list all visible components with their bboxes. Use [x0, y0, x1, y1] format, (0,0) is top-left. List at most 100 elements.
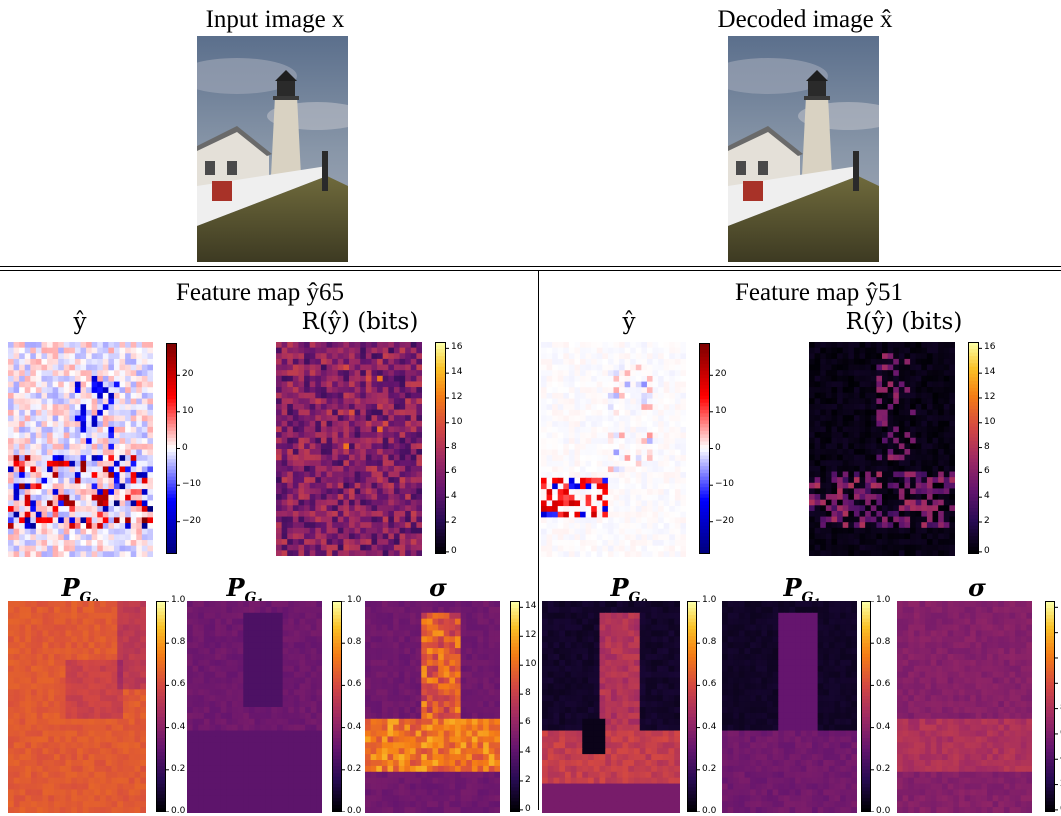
- heatmap-cell: [478, 666, 484, 672]
- heatmap-cell: [198, 695, 204, 701]
- heatmap-cell: [106, 766, 112, 772]
- heatmap-cell: [494, 731, 500, 737]
- heatmap-cell: [226, 707, 232, 713]
- heatmap-cell: [81, 399, 87, 405]
- heatmap-cell: [483, 801, 489, 807]
- heatmap-cell: [31, 672, 37, 678]
- heatmap-cell: [332, 466, 338, 472]
- heatmap-cell: [8, 795, 14, 801]
- colorbar-segment: [332, 685, 342, 689]
- heatmap-cell: [92, 438, 98, 444]
- heatmap-cell: [103, 478, 109, 484]
- heatmap-cell: [360, 370, 366, 376]
- heatmap-cell: [400, 517, 406, 523]
- heatmap-cell: [300, 619, 306, 625]
- heatmap-cell: [69, 376, 75, 382]
- heatmap-cell: [83, 625, 89, 631]
- heatmap-cell: [83, 654, 89, 660]
- heatmap-cell: [53, 342, 59, 348]
- heatmap-cell: [86, 416, 92, 422]
- heatmap-cell: [478, 642, 484, 648]
- heatmap-cell: [466, 695, 472, 701]
- heatmap-cell: [444, 613, 450, 619]
- heatmap-cell: [310, 477, 316, 483]
- heatmap-cell: [399, 789, 405, 795]
- heatmap-cell: [249, 701, 255, 707]
- heatmap-cell: [135, 660, 141, 666]
- heatmap-cell: [449, 683, 455, 689]
- heatmap-cell: [19, 399, 25, 405]
- heatmap-cell: [71, 666, 77, 672]
- heatmap-cell: [19, 455, 25, 461]
- heatmap-cell: [238, 601, 244, 607]
- heatmap-cell: [66, 789, 72, 795]
- heatmap-cell: [376, 789, 382, 795]
- heatmap-cell: [114, 427, 120, 433]
- heatmap-cell: [388, 550, 394, 556]
- heatmap-cell: [117, 695, 123, 701]
- heatmap-cell: [316, 689, 322, 695]
- heatmap-cell: [276, 466, 282, 472]
- colorbar-segment: [510, 724, 520, 728]
- heatmap-cell: [25, 489, 31, 495]
- heatmap-cell: [20, 648, 26, 654]
- heatmap-cell: [54, 654, 60, 660]
- heatmap-cell: [461, 672, 467, 678]
- heatmap-cell: [376, 607, 382, 613]
- heatmap-cell: [255, 748, 261, 754]
- heatmap-cell: [215, 619, 221, 625]
- heatmap-cell: [117, 807, 123, 813]
- heatmap-cell: [316, 660, 322, 666]
- heatmap-cell: [438, 601, 444, 607]
- heatmap-cell: [92, 517, 98, 523]
- heatmap-cell: [8, 754, 14, 760]
- colorbar-segment: [156, 780, 166, 784]
- heatmap-cell: [238, 654, 244, 660]
- heatmap-cell: [304, 550, 310, 556]
- heatmap-cell: [305, 754, 311, 760]
- colorbar-tick-label: 0.4: [171, 722, 185, 732]
- colorbar-segment: [510, 731, 520, 735]
- heatmap-cell: [472, 701, 478, 707]
- heatmap-cell: [293, 488, 299, 494]
- heatmap-cell: [404, 607, 410, 613]
- colorbar-segment: [332, 619, 342, 623]
- heatmap-cell: [293, 477, 299, 483]
- heatmap-cell: [444, 678, 450, 684]
- heatmap-cell: [483, 601, 489, 607]
- heatmap-cell: [8, 393, 14, 399]
- heatmap-cell: [321, 421, 327, 427]
- heatmap-cell: [410, 789, 416, 795]
- heatmap-cell: [37, 636, 43, 642]
- heatmap-cell: [298, 477, 304, 483]
- heatmap-cell: [304, 443, 310, 449]
- heatmap-cell: [478, 748, 484, 754]
- heatmap-cell: [136, 450, 142, 456]
- heatmap-cell: [103, 353, 109, 359]
- heatmap-cell: [131, 455, 137, 461]
- heatmap-cell: [360, 500, 366, 506]
- heatmap-cell: [349, 370, 355, 376]
- heatmap-cell: [37, 678, 43, 684]
- heatmap-cell: [14, 601, 20, 607]
- heatmap-cell: [366, 421, 372, 427]
- heatmap-cell: [388, 701, 394, 707]
- heatmap-cell: [304, 494, 310, 500]
- heatmap-cell: [316, 736, 322, 742]
- heatmap-cell: [142, 353, 148, 359]
- heatmap-cell: [25, 760, 31, 766]
- heatmap-cell: [371, 689, 377, 695]
- colorbar-segment: [332, 615, 342, 619]
- heatmap-cell: [36, 540, 42, 546]
- heatmap-cell: [316, 713, 322, 719]
- heatmap-cell: [215, 701, 221, 707]
- heatmap-cell: [193, 719, 199, 725]
- heatmap-cell: [140, 725, 146, 731]
- heatmap-cell: [37, 642, 43, 648]
- heatmap-cell: [60, 619, 66, 625]
- heatmap-cell: [411, 460, 417, 466]
- heatmap-cell: [349, 443, 355, 449]
- heatmap-cell: [36, 404, 42, 410]
- heatmap-cell: [243, 660, 249, 666]
- heatmap-cell: [394, 348, 400, 354]
